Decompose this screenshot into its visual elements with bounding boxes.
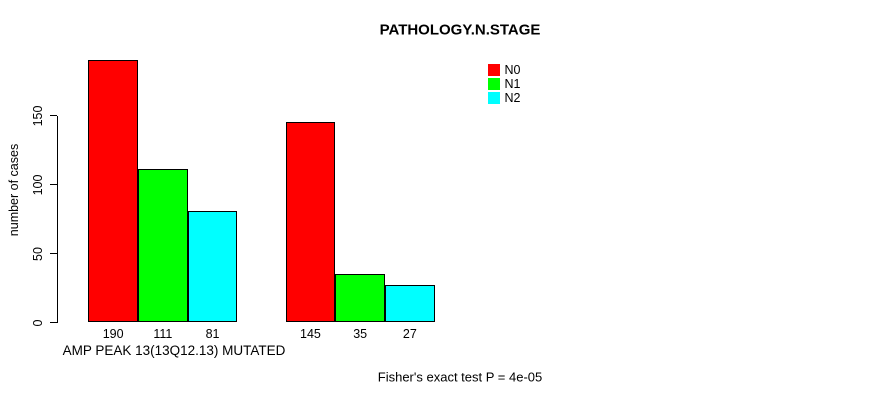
bar-value-label: 111 <box>153 326 173 341</box>
bar-value-label: 145 <box>300 326 321 341</box>
legend: N0 N1 N2 <box>488 63 520 105</box>
bar-n0-group1 <box>88 60 138 323</box>
y-tick-mark <box>50 115 57 117</box>
legend-swatch-n1 <box>488 78 500 90</box>
fisher-test-annotation: Fisher's exact test P = 4e-05 <box>377 369 543 385</box>
bar-value-label: 35 <box>353 326 368 341</box>
chart-title: PATHOLOGY.N.STAGE <box>379 21 541 39</box>
bar-value-label: 81 <box>205 326 220 341</box>
legend-label: N2 <box>504 91 521 105</box>
bar-n0-group2 <box>285 122 336 323</box>
bar-n1-group1 <box>138 169 188 323</box>
y-tick-label: 50 <box>31 246 45 261</box>
legend-item-n2: N2 <box>488 91 520 105</box>
bar-n1-group2 <box>335 274 385 323</box>
legend-swatch-n0 <box>488 64 500 76</box>
y-tick-mark <box>50 184 57 186</box>
y-tick-mark <box>50 253 57 255</box>
legend-item-n1: N1 <box>488 77 520 91</box>
legend-swatch-n2 <box>488 92 500 104</box>
y-tick-mark <box>50 322 57 324</box>
y-axis-label: number of cases <box>7 143 21 237</box>
bar-n2-group1 <box>187 210 238 323</box>
y-tick-label: 150 <box>31 105 45 126</box>
legend-item-n0: N0 <box>488 63 520 77</box>
x-axis-group-label: AMP PEAK 13(13Q12.13) MUTATED <box>62 343 286 358</box>
y-axis-line <box>57 115 59 323</box>
y-tick-label: 0 <box>31 319 45 326</box>
bar-n2-group2 <box>385 285 435 323</box>
bar-value-label: 27 <box>402 326 417 341</box>
bar-value-label: 190 <box>102 326 124 341</box>
legend-label: N0 <box>504 63 521 77</box>
y-tick-label: 100 <box>31 174 45 195</box>
legend-label: N1 <box>504 77 521 91</box>
